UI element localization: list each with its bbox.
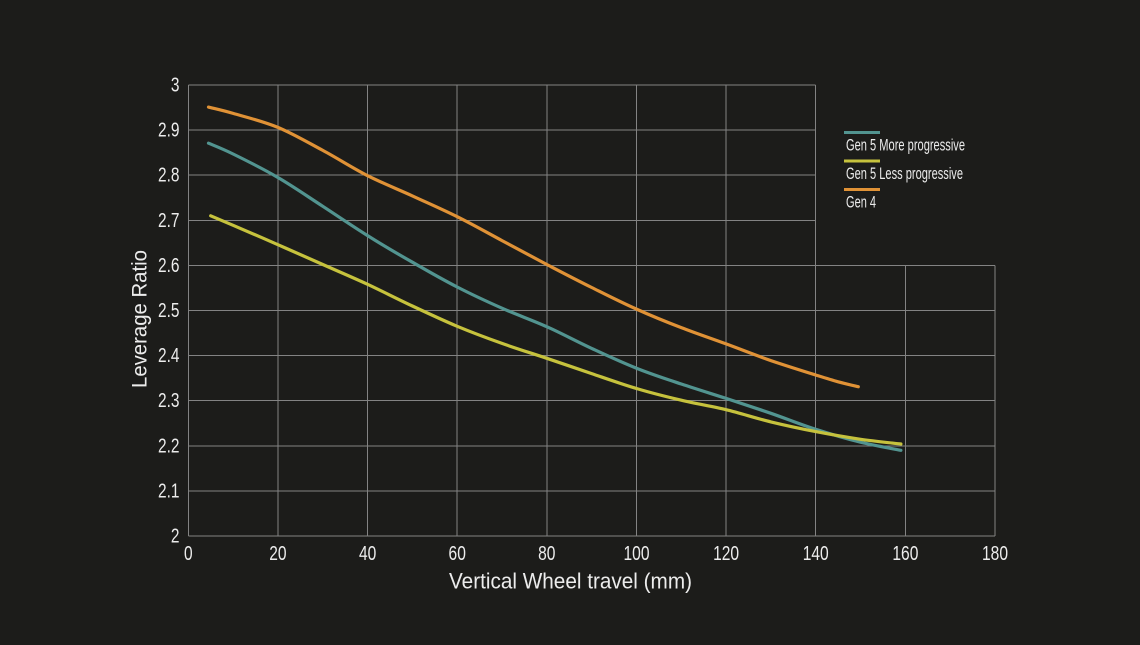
svg-text:Gen 5 Less progressive: Gen 5 Less progressive xyxy=(846,165,963,183)
svg-text:140: 140 xyxy=(803,543,829,565)
svg-text:2.4: 2.4 xyxy=(158,345,180,367)
svg-text:40: 40 xyxy=(359,543,376,565)
svg-text:20: 20 xyxy=(269,543,286,565)
svg-text:Gen 5 More progressive: Gen 5 More progressive xyxy=(846,137,965,155)
svg-text:100: 100 xyxy=(624,543,650,565)
svg-text:Vertical Wheel travel (mm): Vertical Wheel travel (mm) xyxy=(449,569,692,594)
svg-text:2: 2 xyxy=(171,526,180,548)
svg-text:Leverage Ratio: Leverage Ratio xyxy=(129,250,152,388)
svg-text:Gen 4: Gen 4 xyxy=(846,194,876,212)
svg-text:2.8: 2.8 xyxy=(158,165,180,187)
svg-text:2.2: 2.2 xyxy=(158,435,180,457)
svg-text:2.1: 2.1 xyxy=(158,480,180,502)
svg-text:160: 160 xyxy=(892,543,918,565)
svg-text:60: 60 xyxy=(449,543,466,565)
svg-text:3: 3 xyxy=(171,75,180,97)
svg-text:2.3: 2.3 xyxy=(158,390,180,412)
svg-text:2.5: 2.5 xyxy=(158,300,180,322)
svg-text:2.6: 2.6 xyxy=(158,255,180,277)
svg-text:0: 0 xyxy=(184,543,193,565)
svg-text:180: 180 xyxy=(982,543,1008,565)
svg-text:120: 120 xyxy=(713,543,739,565)
svg-text:2.7: 2.7 xyxy=(158,210,180,232)
svg-text:2.9: 2.9 xyxy=(158,120,180,142)
svg-text:80: 80 xyxy=(538,543,555,565)
